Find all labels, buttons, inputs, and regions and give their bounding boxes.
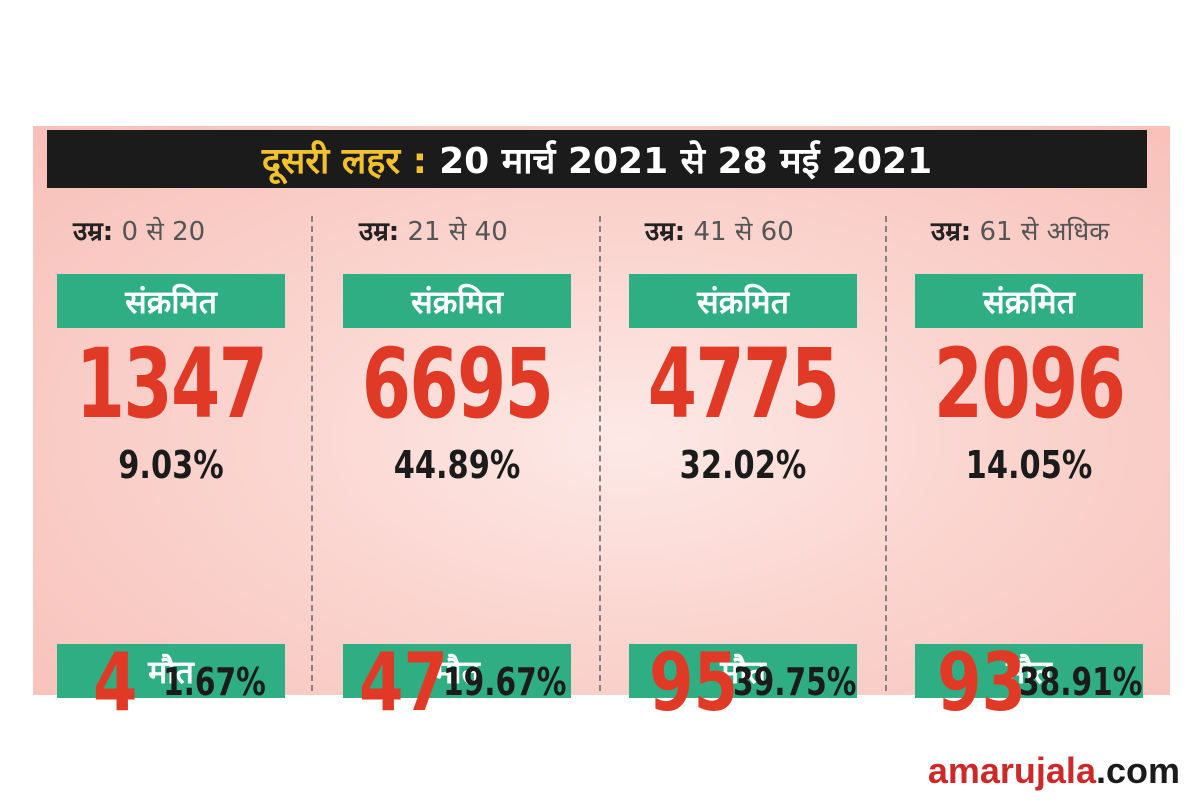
column-divider [311,216,313,691]
infected-count: 2096 [933,328,1126,440]
deaths-label: मौत [57,644,285,698]
infographic-card: दूसरी लहर : 20 मार्च 2021 से 28 मई 2021 … [33,126,1170,698]
deaths-count: 93 [937,636,1027,729]
age-column-41-60: उम्र: 41 से 60 संक्रमित 4775 32.02% मौत [605,188,889,698]
deaths-row-41-60: 95 39.75% [605,582,889,729]
infected-label: संक्रमित [57,274,285,328]
header-bar: दूसरी लहर : 20 मार्च 2021 से 28 मई 2021 [47,130,1147,188]
infected-percent: 32.02% [679,443,807,487]
deaths-label: मौत [343,644,571,698]
infected-count: 6695 [361,328,554,440]
age-range: उम्र: 41 से 60 [645,217,794,247]
deaths-rows: 4 1.67% 47 19.67% 95 39.75% 93 38.91% [33,126,1170,729]
brand-logo: amarujala.com [927,750,1180,791]
deaths-percent: 1.67% [163,660,266,704]
deaths-count: 4 [93,636,138,729]
age-range: उम्र: 21 से 40 [359,217,508,247]
infected-percent: 14.05% [965,443,1093,487]
age-range: उम्र: 0 से 20 [73,217,206,247]
infected-label: संक्रमित [343,274,571,328]
column-divider [885,216,887,691]
infected-percent: 44.89% [393,443,521,487]
column-divider [599,216,601,691]
deaths-count: 47 [359,636,449,729]
age-column-0-20: उम्र: 0 से 20 संक्रमित 1347 9.03% मौत [33,188,317,698]
header-highlight: दूसरी लहर : [261,140,428,182]
deaths-percent: 19.67% [443,660,567,704]
age-column-61-plus: उम्र: 61 से अधिक संक्रमित 2096 14.05% मौ… [891,188,1175,698]
deaths-percent: 38.91% [1019,660,1143,704]
age-range: उम्र: 61 से अधिक [931,217,1110,247]
infected-label: संक्रमित [915,274,1143,328]
deaths-row-0-20: 4 1.67% [33,582,317,729]
infected-percent: 9.03% [118,443,224,487]
infected-count: 4775 [647,328,840,440]
deaths-label: मौत [915,644,1143,698]
deaths-row-21-40: 47 19.67% [319,582,603,729]
deaths-label: मौत [629,644,857,698]
deaths-percent: 39.75% [733,660,857,704]
deaths-row-61-plus: 93 38.91% [891,582,1175,729]
infected-count: 1347 [75,328,268,440]
deaths-count: 95 [649,636,739,729]
infected-label: संक्रमित [629,274,857,328]
age-column-21-40: उम्र: 21 से 40 संक्रमित 6695 44.89% मौत [319,188,603,698]
header-dates: 20 मार्च 2021 से 28 मई 2021 [439,140,933,182]
